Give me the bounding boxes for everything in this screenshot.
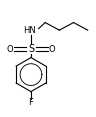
Text: S: S <box>28 44 34 54</box>
Text: O: O <box>7 45 13 54</box>
Text: F: F <box>29 99 33 108</box>
Text: HN: HN <box>23 26 35 35</box>
Text: O: O <box>48 45 55 54</box>
